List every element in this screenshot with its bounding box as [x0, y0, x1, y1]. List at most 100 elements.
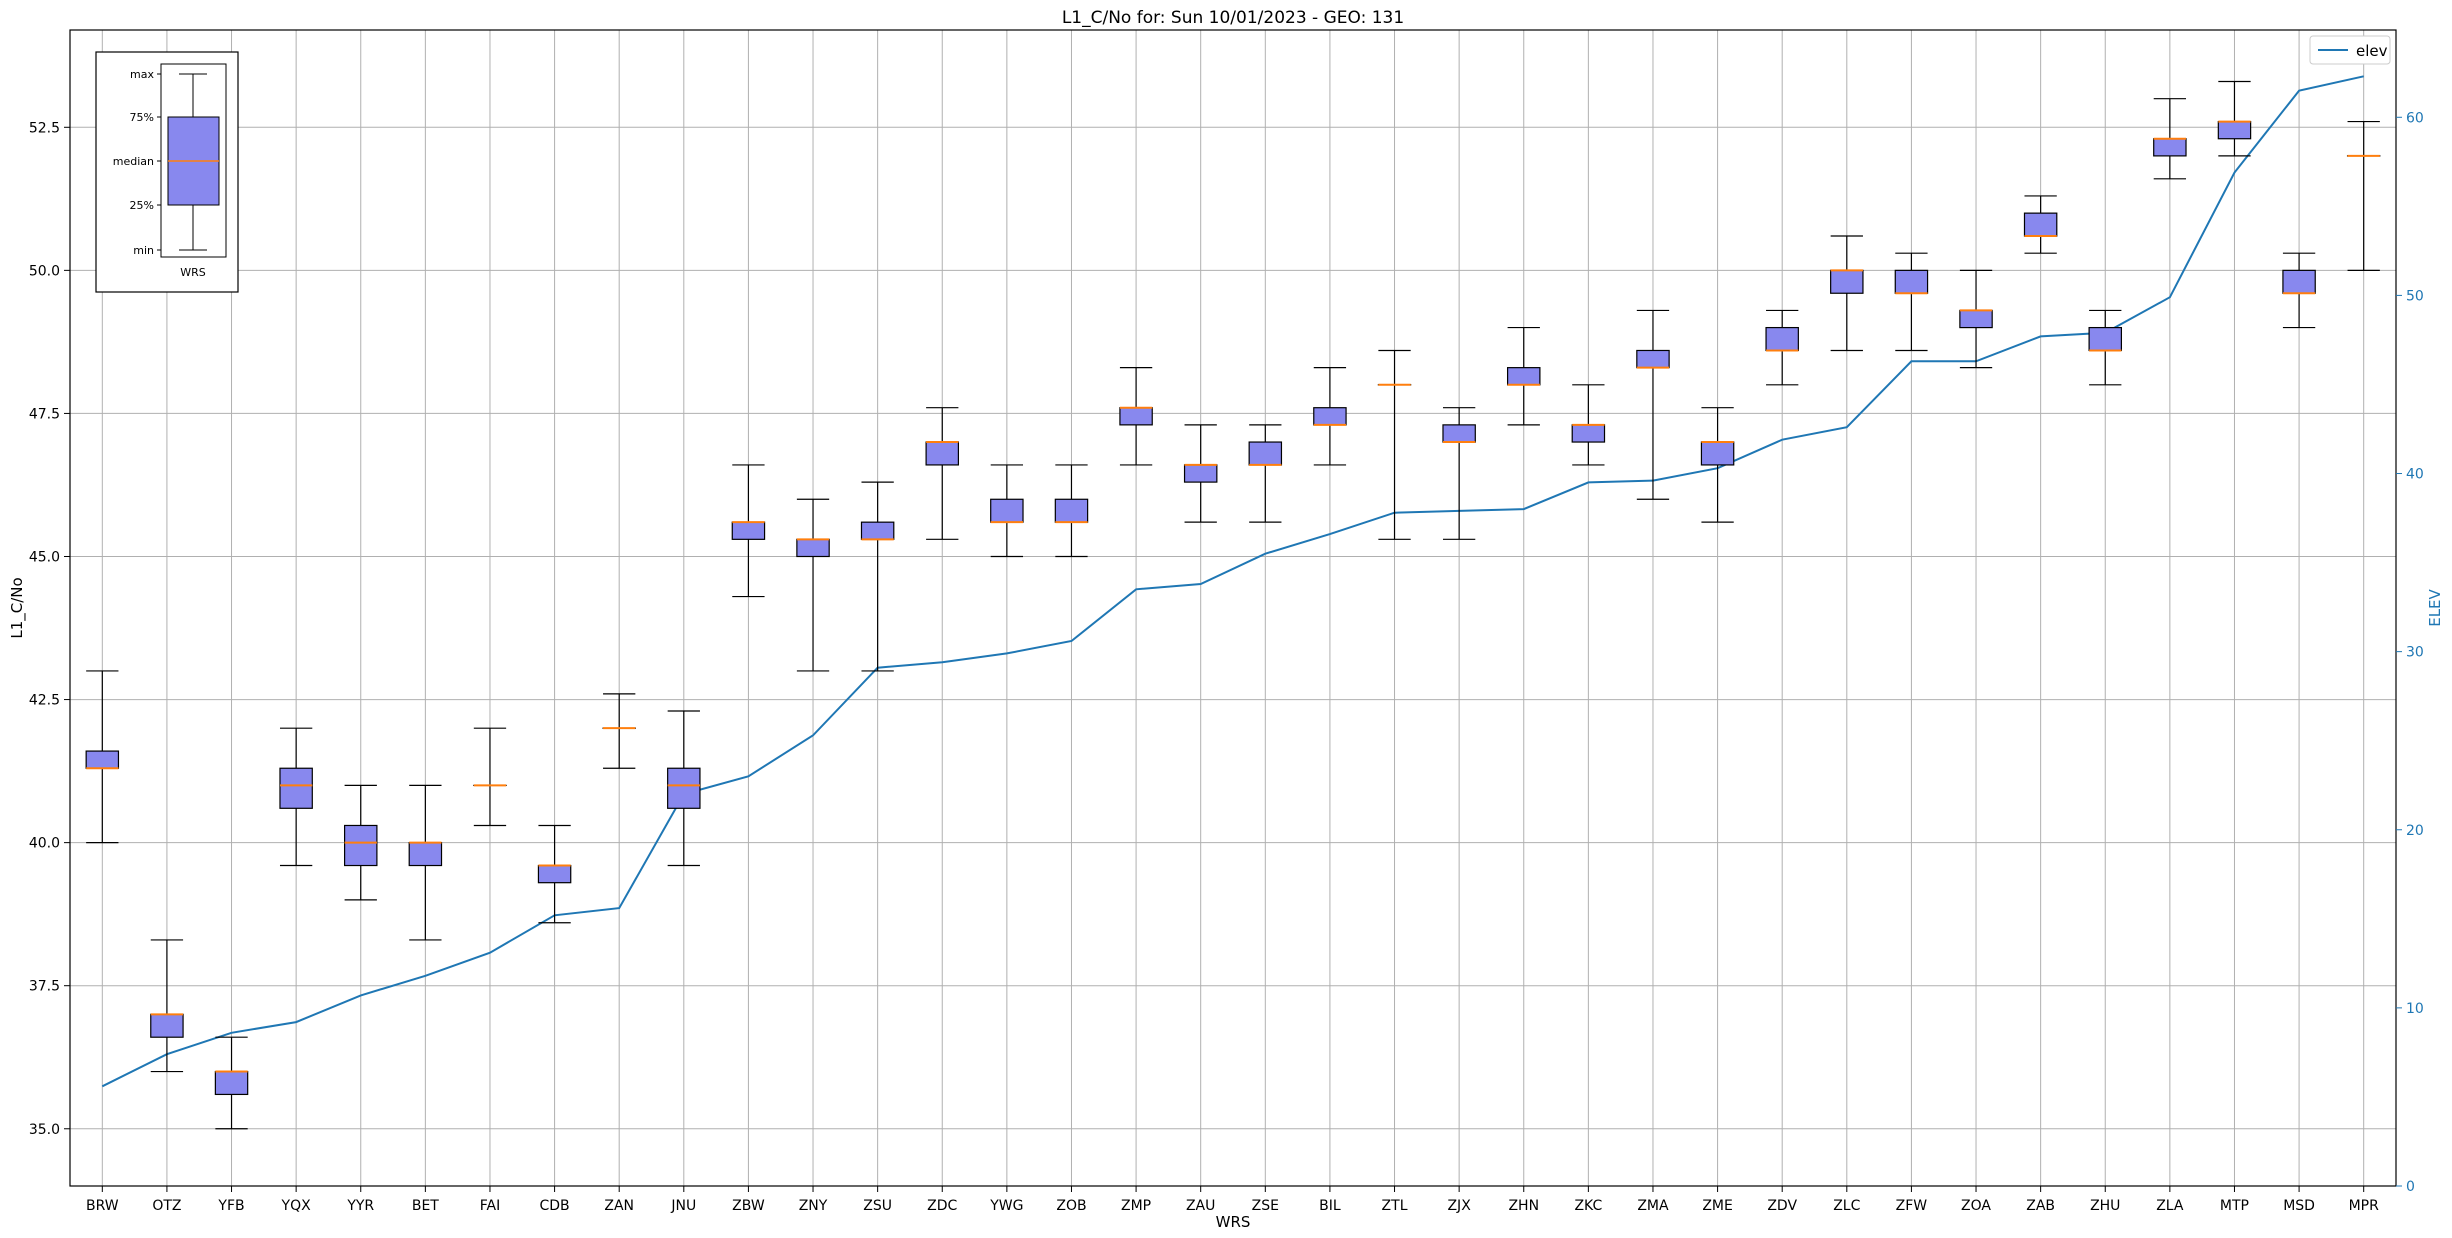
box-iqr [1183, 464, 1218, 483]
box-zob [1054, 464, 1089, 558]
box-zsu [860, 481, 895, 672]
box-iqr [1700, 441, 1735, 466]
x-tick-label: JNU [670, 1198, 696, 1214]
x-tick-label: ZTL [1382, 1198, 1408, 1214]
box-ztl [1377, 349, 1412, 540]
x-axis-label: WRS [1216, 1213, 1251, 1231]
inset-label-min: min [133, 244, 154, 257]
inset-key: max 75% median 25% min WRS [95, 51, 239, 293]
elev-line [101, 75, 2364, 1088]
x-tick-label: ZAU [1186, 1198, 1215, 1214]
box-zau [1183, 424, 1218, 523]
x-tick-label: ZAB [2026, 1198, 2055, 1214]
box-zfw [1894, 252, 1929, 352]
x-tick-label: YYR [346, 1198, 374, 1214]
box-iqr [2088, 326, 2123, 352]
box-iqr [1313, 407, 1347, 426]
x-tick-label: ZOA [1961, 1198, 1991, 1214]
box-brw [85, 670, 120, 844]
box-iqr [990, 498, 1024, 523]
y-tick-label: 37.5 [29, 979, 60, 995]
x-tick-label: CDB [539, 1198, 569, 1214]
x-tick-label: ZAN [604, 1198, 634, 1214]
y-tick-label: 50.0 [29, 263, 60, 279]
x-tick-label: MSD [2283, 1198, 2315, 1214]
x-tick-label: BRW [86, 1198, 119, 1214]
box-iqr [796, 538, 830, 558]
box-iqr [2153, 138, 2187, 157]
box-mpr [2346, 120, 2381, 271]
x-tick-label: MPR [2349, 1198, 2380, 1214]
box-iqr [667, 767, 701, 809]
x-tick-label: ZLA [2156, 1198, 2184, 1214]
box-iqr [2282, 269, 2316, 294]
box-bil [1313, 367, 1347, 466]
y2-axis-label: ELEV [2426, 588, 2444, 626]
inset-label-25: 25% [130, 199, 154, 212]
y-axis: 35.0 37.5 40.0 42.5 45.0 47.5 50.0 52.5 [29, 120, 70, 1138]
box-zmp [1119, 367, 1153, 466]
x-tick-label: MTP [2220, 1198, 2249, 1214]
box-iqr [214, 1070, 249, 1096]
box-iqr [2023, 212, 2058, 237]
x-tick-label: ZHN [1508, 1198, 1539, 1214]
x-tick-label: FAI [480, 1198, 500, 1214]
box-iqr [1119, 407, 1153, 426]
box-jnu [667, 710, 701, 867]
plot-frame [69, 29, 2397, 1187]
box-zme [1700, 407, 1735, 523]
inset-label-max: max [130, 68, 154, 81]
box-iqr [731, 521, 766, 540]
y-tick-label: 47.5 [29, 406, 60, 422]
x-tick-label: ZMA [1637, 1198, 1669, 1214]
box-zoa [1959, 269, 1993, 369]
box-iqr [537, 864, 572, 884]
x-tick-label: OTZ [152, 1198, 181, 1214]
box-otz [150, 939, 184, 1073]
box-series [85, 80, 2381, 1130]
y2-tick-label: 30 [2406, 645, 2424, 661]
box-iqr [150, 1013, 184, 1038]
box-iqr [2217, 120, 2252, 140]
x-tick-label: ZME [1702, 1198, 1733, 1214]
box-iqr [1830, 269, 1864, 294]
x-tick-label: ZOB [1056, 1198, 1086, 1214]
box-zse [1248, 424, 1283, 523]
x-tick-label: BET [412, 1198, 439, 1214]
x-tick-label: ZJX [1447, 1198, 1471, 1214]
box-iqr [1765, 326, 1799, 352]
y2-tick-label: 10 [2406, 1001, 2424, 1017]
y-tick-label: 52.5 [29, 120, 60, 136]
box-iqr [1571, 424, 1606, 443]
x-tick-label: ZBW [732, 1198, 765, 1214]
y-tick-label: 42.5 [29, 693, 60, 709]
box-zbw [731, 464, 766, 598]
box-zny [796, 498, 830, 672]
y2-axis: 0 10 20 30 40 50 60 [2396, 110, 2424, 1195]
y2-tick-label: 40 [2406, 467, 2424, 483]
box-zlc [1830, 235, 1864, 352]
x-tick-label: ZDC [927, 1198, 957, 1214]
box-iqr [343, 824, 378, 867]
inset-ticks [157, 73, 161, 251]
legend-label-elev: elev [2356, 42, 2388, 60]
y-tick-label: 40.0 [29, 836, 60, 852]
inset-xlabel: WRS [180, 266, 206, 279]
box-iqr [1636, 349, 1670, 369]
box-zan [602, 693, 636, 769]
box-iqr [1248, 441, 1283, 466]
x-tick-label: YWG [989, 1198, 1023, 1214]
box-yyr [343, 784, 378, 901]
box-zjx [1442, 407, 1476, 540]
box-bet [408, 784, 443, 941]
x-tick-label: ZMP [1121, 1198, 1151, 1214]
x-tick-label: ZLC [1833, 1198, 1860, 1214]
box-iqr [1959, 309, 1993, 329]
x-tick-label: ZSE [1252, 1198, 1279, 1214]
y-tick-label: 45.0 [29, 549, 60, 565]
box-cdb [537, 824, 572, 924]
x-tick-label: ZNY [799, 1198, 828, 1214]
y-axis-label: L1_C/No [8, 577, 27, 638]
inset-label-median: median [113, 155, 154, 168]
